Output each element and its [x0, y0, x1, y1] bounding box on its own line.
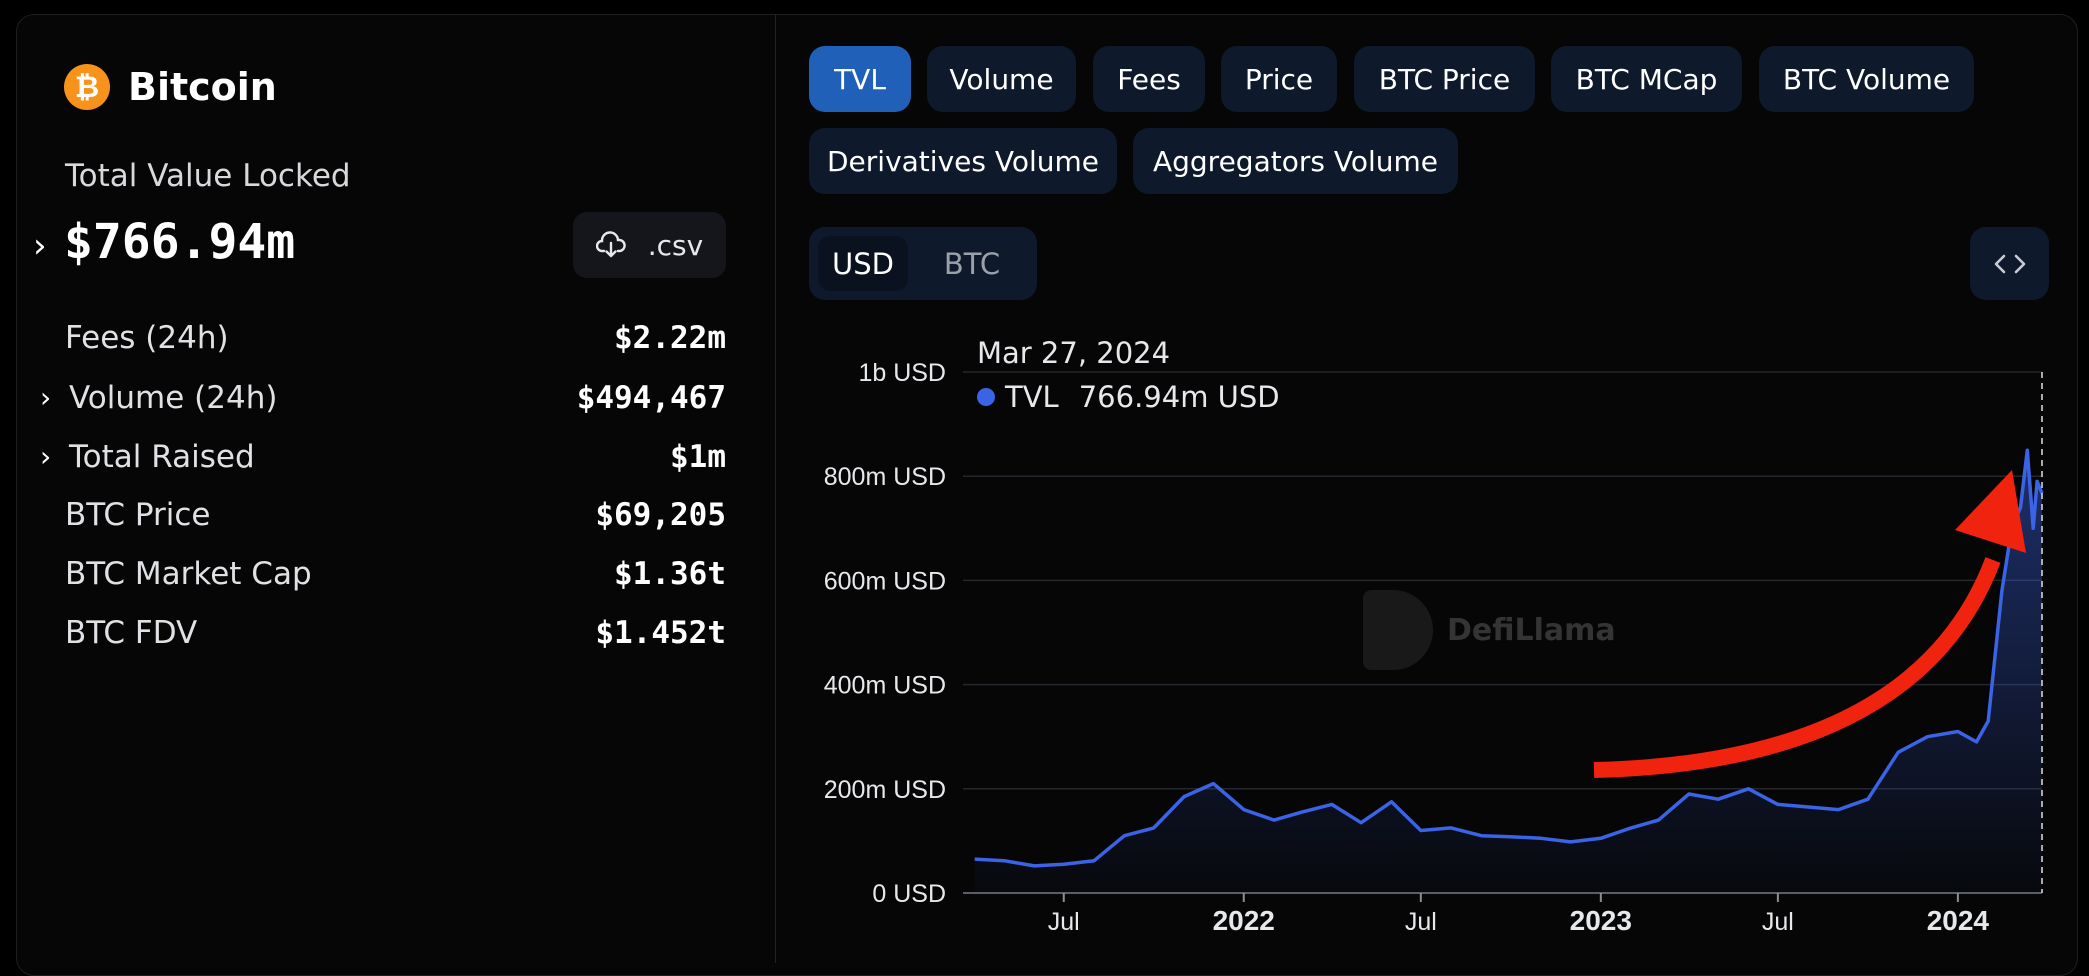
tab-derivatives-volume[interactable]: Derivatives Volume [809, 128, 1117, 194]
tooltip-series-row: TVL 766.94m USD [977, 380, 1280, 414]
tab-fees[interactable]: Fees [1093, 46, 1205, 112]
download-csv-button[interactable]: .csv [573, 212, 726, 278]
stat-label: Total Raised [69, 439, 255, 475]
stat-row-btc-market-cap: BTC Market Cap $1.36t [0, 552, 726, 596]
y-tick-label: 400m USD [824, 672, 946, 700]
stat-row-total-raised[interactable]: › Total Raised $1m [0, 435, 726, 479]
stat-label: BTC FDV [65, 615, 198, 651]
tvl-label: Total Value Locked [65, 158, 351, 194]
tab-tvl[interactable]: TVL [809, 46, 911, 112]
download-csv-label: .csv [647, 228, 704, 262]
x-tick-label: Jul [1048, 908, 1080, 936]
tvl-value: $766.94m [64, 214, 296, 270]
stat-value: $2.22m [614, 320, 726, 356]
x-axis: Jul 2022 Jul 2023 Jul 2024 [1048, 893, 1990, 936]
tab-price[interactable]: Price [1221, 46, 1337, 112]
stat-row-btc-fdv: BTC FDV $1.452t [0, 611, 726, 655]
defillama-watermark: DefiLlama [1363, 590, 1616, 670]
y-axis: 0 USD 200m USD 400m USD 600m USD 800m USD 1b … [824, 359, 946, 908]
x-tick-label: 2024 [1927, 905, 1990, 936]
code-brackets-icon [1994, 254, 2025, 273]
y-tick-label: 0 USD [872, 880, 946, 908]
tvl-series-line [974, 448, 2044, 868]
x-tick-label: 2022 [1213, 905, 1275, 936]
x-tick-label: Jul [1405, 908, 1437, 936]
stat-value: $1.452t [595, 615, 726, 651]
stat-value: $69,205 [595, 497, 726, 533]
protocol-name: Bitcoin [128, 65, 277, 109]
series-dot-icon [977, 388, 995, 406]
tooltip-date: Mar 27, 2024 [977, 336, 1171, 370]
tab-btc-volume[interactable]: BTC Volume [1759, 46, 1974, 112]
tab-aggregators-volume[interactable]: Aggregators Volume [1133, 128, 1458, 194]
bitcoin-logo-icon: ₿ [64, 64, 110, 110]
y-tick-label: 200m USD [824, 776, 946, 804]
stat-row-fees: Fees (24h) $2.22m [0, 316, 726, 360]
cloud-download-icon [595, 231, 626, 258]
chevron-right-icon[interactable]: › [40, 381, 52, 414]
stat-label: Volume (24h) [69, 380, 278, 416]
currency-btc-option[interactable]: BTC [943, 246, 1001, 281]
stat-value: $1m [670, 439, 726, 475]
tvl-area [974, 450, 2043, 893]
currency-toggle: USD BTC [809, 227, 1037, 300]
annotation-arrow [1593, 470, 2026, 778]
x-tick-label: 2023 [1570, 905, 1632, 936]
panel-divider [775, 14, 776, 963]
stat-label: BTC Market Cap [65, 556, 312, 592]
tooltip-series-value: 766.94m USD [1078, 380, 1280, 414]
y-tick-label: 1b USD [858, 359, 946, 387]
tooltip-series-name: TVL [1005, 380, 1059, 414]
defillama-logo-icon [1363, 590, 1433, 670]
watermark-text: DefiLlama [1447, 612, 1616, 648]
stat-value: $1.36t [614, 556, 726, 592]
tvl-expand-chevron-icon[interactable]: › [33, 226, 47, 266]
tab-btc-mcap[interactable]: BTC MCap [1551, 46, 1742, 112]
stat-row-btc-price: BTC Price $69,205 [0, 493, 726, 537]
chevron-right-icon[interactable]: › [40, 440, 52, 473]
stat-row-volume[interactable]: › Volume (24h) $494,467 [0, 376, 726, 420]
tab-volume[interactable]: Volume [927, 46, 1076, 112]
stat-value: $494,467 [576, 380, 726, 416]
stat-label: Fees (24h) [65, 320, 229, 356]
x-tick-label: Jul [1762, 908, 1794, 936]
embed-chart-button[interactable] [1970, 227, 2049, 300]
currency-usd-option[interactable]: USD [818, 236, 908, 291]
y-tick-label: 800m USD [824, 463, 946, 491]
y-tick-label: 600m USD [824, 567, 946, 595]
tab-btc-price[interactable]: BTC Price [1354, 46, 1535, 112]
stat-label: BTC Price [65, 497, 211, 533]
